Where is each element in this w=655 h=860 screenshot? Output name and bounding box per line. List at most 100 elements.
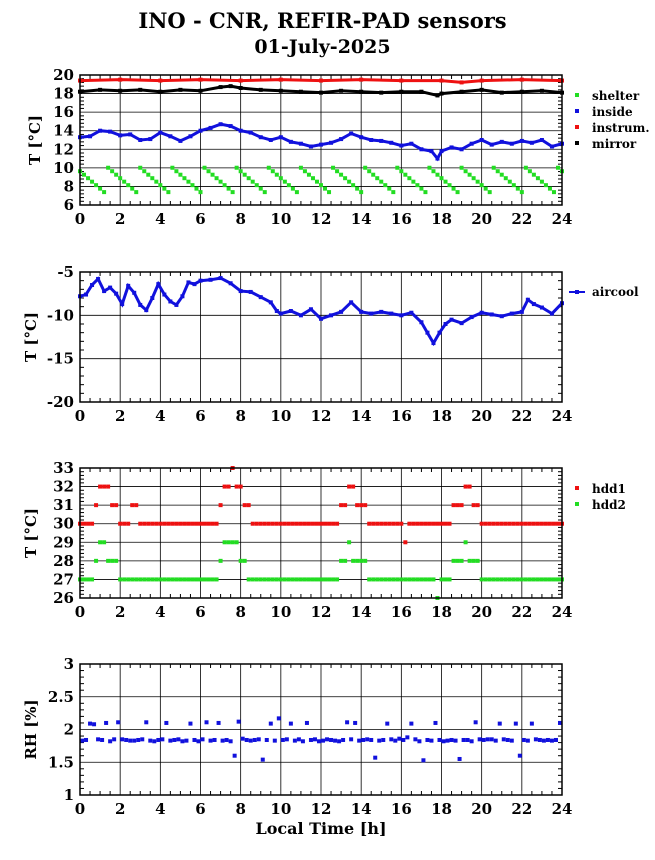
data-point (395, 521, 400, 526)
data-point (88, 134, 93, 139)
data-point (547, 186, 552, 191)
data-point (369, 737, 374, 742)
data-point (270, 577, 275, 582)
data-point (539, 577, 544, 582)
data-point (467, 484, 472, 489)
data-point (182, 577, 187, 582)
data-point (395, 577, 400, 582)
data-point (345, 720, 350, 725)
legend-label: aircool (592, 285, 639, 299)
data-point (98, 186, 103, 191)
data-point (122, 521, 127, 526)
x-tick-label: 10 (270, 210, 291, 228)
data-point (90, 521, 95, 526)
data-point (541, 738, 546, 743)
data-point (214, 577, 219, 582)
data-point (367, 521, 372, 526)
data-point (206, 169, 211, 174)
data-point (423, 190, 428, 195)
data-point (487, 190, 492, 195)
data-point (439, 91, 444, 96)
data-point (549, 738, 554, 743)
data-point (339, 309, 344, 314)
data-point (499, 90, 504, 95)
data-point (186, 179, 191, 184)
data-point (363, 165, 368, 170)
data-point (168, 738, 173, 743)
legend: shelter inside instrum. mirror (575, 89, 650, 151)
data-point (302, 521, 307, 526)
data-point (491, 521, 496, 526)
data-point (250, 179, 255, 184)
data-point (355, 503, 360, 508)
data-point (523, 521, 528, 526)
data-point (274, 309, 279, 313)
data-point (314, 179, 319, 184)
data-point (371, 577, 376, 582)
data-point (377, 738, 382, 743)
data-point (543, 521, 548, 526)
data-point (513, 721, 518, 726)
data-point (371, 521, 376, 526)
plot-frame (79, 467, 563, 599)
data-point (102, 484, 107, 489)
data-point (489, 142, 494, 147)
y-axis-label: T [°C] (26, 115, 44, 165)
x-tick-label: 0 (75, 407, 85, 425)
data-point (190, 577, 195, 582)
data-point (234, 165, 239, 170)
data-point (218, 179, 223, 184)
data-point (238, 169, 243, 174)
data-point (182, 521, 187, 526)
series-instrum (78, 77, 564, 85)
data-point (447, 183, 452, 188)
data-point (106, 165, 111, 170)
data-point (126, 283, 131, 288)
data-point (240, 736, 245, 741)
data-point (349, 131, 354, 136)
data-point (108, 739, 113, 744)
data-point (439, 78, 444, 83)
data-point (254, 521, 259, 526)
data-point (523, 577, 528, 582)
data-point (429, 149, 434, 154)
data-point (130, 577, 135, 582)
data-point (82, 521, 87, 526)
data-point (379, 577, 384, 582)
data-point (162, 292, 167, 297)
data-point (525, 297, 530, 302)
data-point (419, 320, 424, 325)
data-point (359, 558, 364, 563)
data-point (375, 521, 380, 526)
data-point (246, 176, 251, 181)
data-point (188, 721, 193, 726)
data-point (258, 87, 263, 92)
data-point (383, 577, 388, 582)
data-point (196, 739, 201, 744)
data-point (316, 739, 321, 744)
data-point (375, 577, 380, 582)
data-point (182, 176, 187, 181)
data-point (331, 521, 336, 526)
data-point (288, 309, 293, 313)
x-tick-label: 10 (270, 603, 291, 621)
data-point (210, 577, 215, 582)
data-point (306, 172, 311, 177)
data-point (118, 133, 123, 138)
data-point (373, 755, 378, 760)
data-point (363, 503, 368, 508)
data-point (194, 521, 199, 526)
data-point (114, 172, 119, 177)
data-point (298, 521, 303, 526)
x-tick-label: 0 (75, 210, 85, 228)
data-point (507, 521, 512, 526)
data-point (150, 176, 155, 181)
data-point (238, 78, 243, 83)
data-point (521, 737, 526, 742)
data-point (90, 179, 95, 184)
data-point (304, 720, 309, 725)
x-tick-label: 12 (311, 603, 332, 621)
data-point (310, 577, 315, 582)
data-point (308, 144, 313, 149)
